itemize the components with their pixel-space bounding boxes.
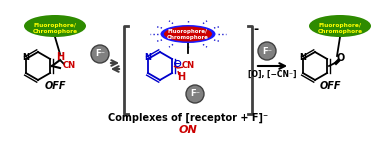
Text: Chromophore: Chromophore — [33, 30, 77, 35]
Text: Fluorophore/: Fluorophore/ — [319, 22, 361, 28]
Text: F⁻: F⁻ — [262, 47, 272, 55]
Text: CN: CN — [181, 60, 195, 70]
Circle shape — [186, 85, 204, 103]
Ellipse shape — [24, 15, 86, 37]
Text: H: H — [56, 52, 64, 62]
Text: [O], [−CN⁻]: [O], [−CN⁻] — [248, 70, 296, 78]
Text: Complexes of [receptor + F]⁻: Complexes of [receptor + F]⁻ — [108, 113, 268, 123]
Text: N: N — [144, 54, 151, 62]
Circle shape — [91, 45, 109, 63]
Text: O: O — [337, 53, 345, 63]
Circle shape — [258, 42, 276, 60]
Text: Chromophore: Chromophore — [167, 36, 209, 40]
Text: OFF: OFF — [319, 81, 341, 91]
Ellipse shape — [164, 26, 212, 41]
Text: ⊖: ⊖ — [173, 59, 183, 69]
Text: OFF: OFF — [44, 81, 66, 91]
Text: H: H — [177, 72, 185, 82]
Text: CN: CN — [62, 61, 76, 71]
Ellipse shape — [309, 15, 371, 37]
Ellipse shape — [161, 25, 215, 43]
Text: F⁻: F⁻ — [95, 50, 105, 58]
Text: F⁻: F⁻ — [190, 90, 200, 98]
Text: N: N — [299, 54, 307, 62]
Text: ON: ON — [179, 125, 197, 135]
Text: -: - — [253, 23, 259, 36]
Text: Chromophore: Chromophore — [318, 30, 363, 35]
Text: Fluorophore/: Fluorophore/ — [168, 30, 208, 35]
Text: N: N — [22, 54, 29, 62]
Text: Fluorophore/: Fluorophore/ — [34, 22, 76, 28]
